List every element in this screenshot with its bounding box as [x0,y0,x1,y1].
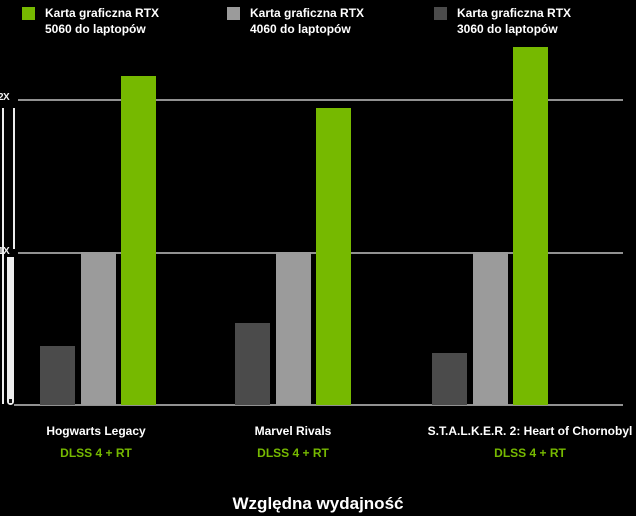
y-axis-bar [7,257,14,405]
bar-series1-group1 [275,252,311,405]
x-axis-baseline [14,404,623,406]
legend-label-4060: Karta graficzna RTX 4060 do laptopów [250,5,364,37]
category-sublabel-dlss: DLSS 4 + RT [494,446,566,460]
chart-title: Względna wydajność [232,494,404,513]
y-tick-label-2x: 2X [0,92,10,103]
category-sublabel-dlss: DLSS 4 + RT [60,446,132,460]
legend-item-rtx-5060: Karta graficzna RTX 5060 do laptopów [22,5,159,37]
category-label-stalker-2: S.T.A.L.K.E.R. 2: Heart of Chornobyl [427,424,633,438]
legend-item-rtx-4060: Karta graficzna RTX 4060 do laptopów [227,5,364,37]
legend-swatch-3060 [434,7,447,20]
legend-label-line2: 3060 do laptopów [457,22,558,36]
legend-label-line1: Karta graficzna RTX [457,6,572,20]
legend-label-line2: 5060 do laptopów [45,22,146,36]
bar-series1-group2 [472,252,508,405]
y-axis-line [2,108,4,404]
y-axis-line-upper [13,108,15,249]
legend-label-line1: Karta graficzna RTX [250,6,365,20]
legend-item-rtx-3060: Karta graficzna RTX 3060 do laptopów [434,5,571,37]
category-sublabel-dlss: DLSS 4 + RT [257,446,329,460]
legend-label-line1: Karta graficzna RTX [45,6,160,20]
legend-swatch-5060 [22,7,35,20]
bar-series2-group0 [40,346,75,405]
category-label-hogwarts-legacy: Hogwarts Legacy [46,424,146,438]
y-tick-label-1x: 1X [0,246,10,257]
legend-label-3060: Karta graficzna RTX 3060 do laptopów [457,5,571,37]
bar-series0-group2 [513,47,548,405]
bar-series2-group1 [235,323,270,405]
gridline-2x [18,99,623,101]
bar-series0-group0 [121,76,156,405]
bar-series1-group0 [80,252,116,405]
bar-series0-group1 [316,108,351,405]
y-axis-bar-notch [9,399,12,403]
legend-swatch-4060 [227,7,240,20]
category-label-marvel-rivals: Marvel Rivals [254,424,332,438]
legend-label-5060: Karta graficzna RTX 5060 do laptopów [45,5,159,37]
bar-series2-group2 [432,353,467,405]
legend-label-line2: 4060 do laptopów [250,22,351,36]
